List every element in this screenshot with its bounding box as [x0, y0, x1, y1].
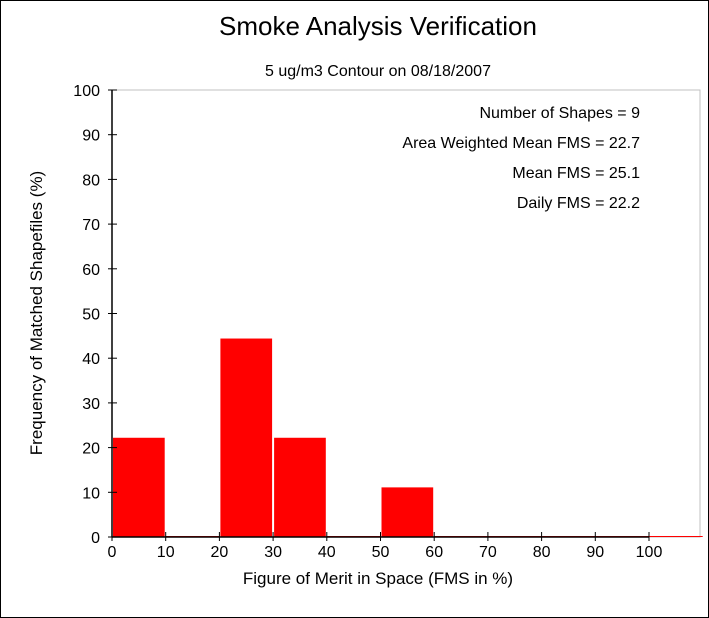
chart-subtitle: 5 ug/m3 Contour on 08/18/2007: [265, 63, 491, 80]
y-tick-label-60: 60: [82, 262, 100, 279]
bar-20-30: [220, 338, 273, 537]
bar-30-40: [274, 437, 326, 537]
plot-border: [111, 89, 701, 538]
x-tick-label-60: 60: [425, 544, 443, 561]
x-tick-label-30: 30: [264, 544, 282, 561]
x-axis-ticks: 0 10 20 30 40 50 60 70 80 90 100: [108, 532, 663, 561]
x-tick-label-40: 40: [318, 544, 336, 561]
y-tick-label-10: 10: [82, 485, 100, 502]
y-tick-label-0: 0: [91, 530, 100, 547]
x-axis-label: Figure of Merit in Space (FMS in %): [243, 569, 513, 588]
plot-area: [111, 89, 701, 538]
x-tick-label-20: 20: [211, 544, 229, 561]
x-tick-label-10: 10: [157, 544, 175, 561]
stat-line-3: Mean FMS = 25.1: [512, 165, 640, 182]
x-tick-label-0: 0: [108, 544, 117, 561]
x-tick-label-70: 70: [479, 544, 497, 561]
y-axis-ticks: 0 10 20 30 40 50 60 70 80 90 100: [73, 83, 117, 547]
x-tick-label-80: 80: [533, 544, 551, 561]
stats-annotations: Number of Shapes = 9 Area Weighted Mean F…: [402, 105, 640, 212]
stat-line-1: Number of Shapes = 9: [479, 105, 640, 122]
y-tick-label-90: 90: [82, 128, 100, 145]
x-tick-label-100: 100: [636, 544, 663, 561]
y-tick-label-70: 70: [82, 217, 100, 234]
bar-series: [113, 338, 703, 537]
bar-0-10: [113, 437, 165, 537]
chart-title: Smoke Analysis Verification: [219, 11, 537, 41]
stat-line-2: Area Weighted Mean FMS = 22.7: [402, 135, 640, 152]
x-tick-label-50: 50: [372, 544, 390, 561]
axes: [111, 90, 649, 538]
y-axis-label: Frequency of Matched Shapefiles (%): [27, 171, 46, 455]
y-tick-label-80: 80: [82, 172, 100, 189]
y-tick-label-100: 100: [73, 83, 100, 100]
y-tick-label-50: 50: [82, 307, 100, 324]
y-tick-label-30: 30: [82, 396, 100, 413]
y-tick-label-40: 40: [82, 351, 100, 368]
stat-line-4: Daily FMS = 22.2: [517, 195, 640, 212]
y-tick-label-20: 20: [82, 441, 100, 458]
bar-50-60: [381, 487, 434, 537]
x-tick-label-90: 90: [586, 544, 604, 561]
